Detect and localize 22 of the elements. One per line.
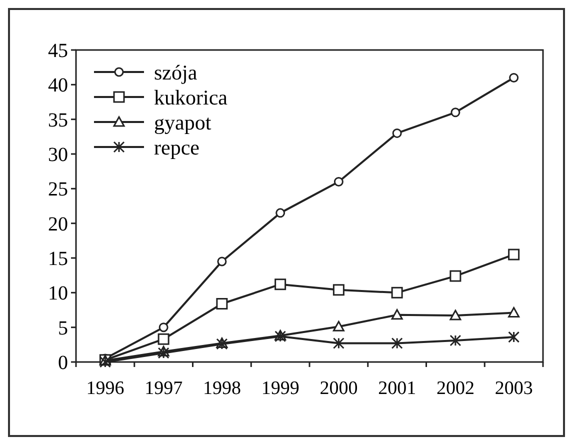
y-tick-label: 15 <box>48 248 68 270</box>
y-tick-label: 0 <box>58 352 68 374</box>
x-tick-label: 1996 <box>86 378 124 399</box>
x-tick-label: 1999 <box>261 378 300 399</box>
legend-label: kukorica <box>154 85 228 110</box>
y-tick-label: 40 <box>48 74 68 97</box>
y-tick-label: 30 <box>48 144 68 166</box>
y-tick-label: 35 <box>48 109 68 132</box>
legend-label: szója <box>154 60 198 84</box>
y-tick-label: 25 <box>48 178 68 201</box>
x-tick-label: 2000 <box>320 378 358 399</box>
x-tick-label: 2002 <box>436 378 474 399</box>
x-tick-label: 2003 <box>494 378 533 399</box>
legend-label: gyapot <box>154 110 212 134</box>
y-tick-label: 45 <box>48 40 68 62</box>
y-tick-label: 5 <box>58 317 68 340</box>
x-tick-label: 2001 <box>378 378 416 399</box>
x-tick-label: 1997 <box>144 378 183 399</box>
legend-label: repce <box>154 135 200 160</box>
x-tick-label: 1998 <box>202 378 241 399</box>
y-tick-label: 10 <box>48 282 68 305</box>
y-tick-label: 20 <box>48 213 68 236</box>
